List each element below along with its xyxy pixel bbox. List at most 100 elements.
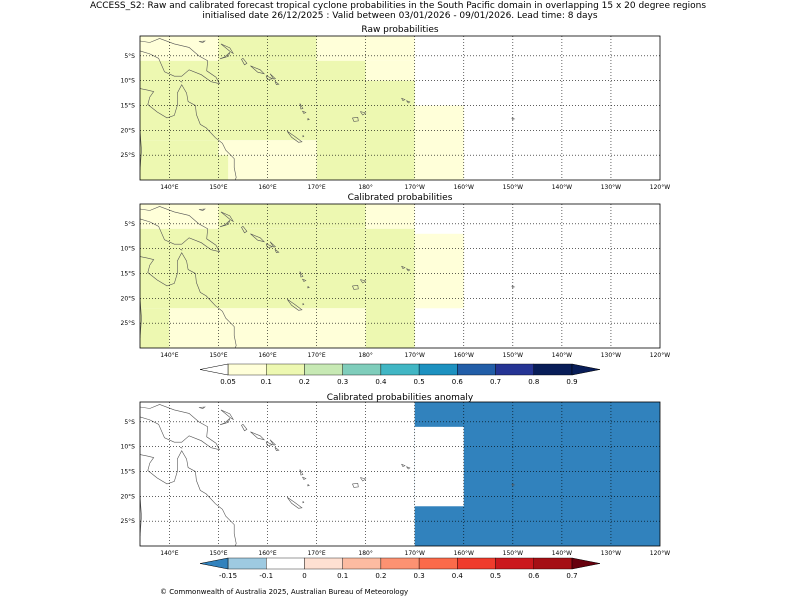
coastline (401, 463, 406, 467)
coastline (269, 241, 276, 248)
coastline (269, 73, 276, 80)
coastlines (140, 38, 516, 180)
colorbar-extend-right (571, 363, 601, 376)
colorbar-segment (418, 363, 458, 376)
x-tick-label: 150°W (503, 352, 523, 359)
x-tick-label: 150°E (209, 550, 227, 557)
x-tick-label: 150°E (209, 352, 227, 359)
colorbar-tick-label: -0.15 (219, 572, 237, 580)
colorbar-segment (533, 557, 573, 570)
region-cell (218, 204, 366, 229)
coastline (360, 279, 367, 284)
y-tick-label: 20°S (121, 127, 136, 134)
coastline (286, 497, 303, 509)
region-cell (169, 506, 366, 546)
colorbar-tick-label: 0.1 (261, 378, 272, 386)
colorbar-tick-label: 0.9 (566, 378, 577, 386)
coastline (299, 271, 304, 278)
colorbar-tick-label: 0.4 (375, 378, 387, 386)
coastline (274, 446, 280, 452)
region-cell (365, 60, 415, 81)
coastline (302, 303, 305, 306)
coastline (265, 441, 274, 447)
raw-probabilities-title: Raw probabilities (361, 25, 439, 35)
region-cell (140, 228, 366, 309)
colorbar-segment (266, 557, 305, 570)
plot-frame (139, 203, 661, 349)
coastline (250, 233, 266, 243)
coastline (198, 406, 206, 409)
region-cell (140, 140, 219, 180)
coastline (219, 52, 231, 60)
calibrated-probabilities-title: Calibrated probabilities (348, 193, 453, 203)
region-cell (365, 402, 415, 427)
colorbar-segment (533, 363, 573, 376)
coastline (198, 40, 206, 43)
anomaly-title: Calibrated probabilities anomaly (327, 393, 474, 403)
x-tick-label: 140°E (160, 352, 178, 359)
colorbar-segment (342, 557, 382, 570)
x-tick-label: 170°E (307, 184, 325, 191)
coastline (219, 220, 231, 228)
x-tick-label: 170°E (307, 550, 325, 557)
coastline (299, 103, 304, 110)
region-cell (169, 308, 366, 348)
x-tick-label: 130°W (601, 352, 621, 359)
copyright-notice: © Commonwealth of Australia 2025, Austra… (160, 588, 408, 596)
x-tick-label: 120°W (650, 550, 670, 557)
figure-title-line1: ACCESS_S2: Raw and calibrated forecast t… (90, 1, 706, 11)
coastline (406, 100, 411, 104)
coastline (511, 285, 516, 288)
y-tick-label: 10°S (121, 444, 136, 451)
colorbar-segment (380, 363, 420, 376)
x-tick-label: 170°W (405, 184, 425, 191)
coastline (140, 84, 237, 180)
colorbar-segment (304, 363, 343, 376)
region-cell (365, 204, 415, 229)
colorbar-tick-label: 0.5 (414, 378, 425, 386)
coastline (401, 97, 406, 101)
colorbar-tick-label: 0.7 (566, 572, 577, 580)
y-tick-label: 25°S (121, 320, 136, 327)
x-tick-label: 150°E (209, 184, 227, 191)
x-tick-label: 170°E (307, 352, 325, 359)
colorbar-tick-label: 0.1 (337, 572, 348, 580)
region-cell (140, 308, 170, 348)
coastline (220, 211, 235, 223)
calibrated-probabilities-panel: Calibrated probabilities 140°E 150°E 160°E… (121, 193, 671, 359)
x-tick-label: 160°E (258, 352, 276, 359)
coastline (241, 424, 248, 432)
coastline (302, 476, 307, 480)
colorbar-segment (418, 557, 458, 570)
x-tick-label: 160°W (454, 352, 474, 359)
region-cell (140, 204, 219, 229)
coastline (241, 226, 248, 234)
coastline (274, 80, 280, 86)
x-tick-label: 120°W (650, 184, 670, 191)
x-tick-label: 160°E (258, 550, 276, 557)
x-tick-label: 180° (358, 352, 372, 359)
coastline (219, 418, 231, 426)
coastline (299, 469, 304, 476)
coastline (360, 111, 367, 116)
colorbar-segment (457, 363, 496, 376)
y-tick-label: 25°S (121, 152, 136, 159)
y-tick-label: 5°S (124, 53, 135, 60)
y-tick-label: 5°S (124, 419, 135, 426)
colorbar-tick-label: 0 (302, 572, 306, 580)
colorbar-segment (304, 557, 343, 570)
colorbar-extend-left (199, 557, 229, 570)
colorbar-segment (342, 363, 382, 376)
colorbar-tick-label: 0.05 (220, 378, 236, 386)
coastline (406, 268, 411, 272)
colorbar-segment (457, 557, 496, 570)
colorbar-segment (495, 557, 534, 570)
x-tick-label: 180° (358, 184, 372, 191)
x-tick-label: 170°W (405, 352, 425, 359)
coastline (241, 58, 248, 66)
region-cell (228, 155, 317, 180)
coastline (198, 208, 206, 211)
region-cell (365, 80, 415, 180)
coastline (140, 496, 142, 537)
x-tick-label: 170°W (405, 550, 425, 557)
